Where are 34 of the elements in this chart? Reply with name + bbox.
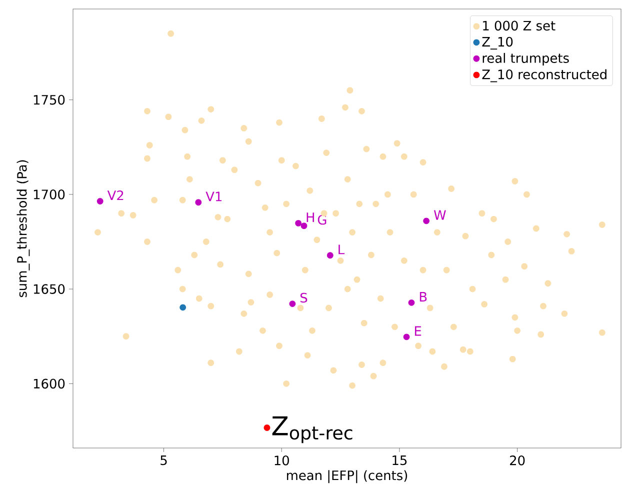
legend-label: real trumpets bbox=[482, 52, 569, 66]
x-tick-label: 20 bbox=[510, 456, 525, 466]
annotation: H bbox=[306, 212, 314, 222]
y-axis-title: sum_P_threshold (Pa) bbox=[16, 160, 30, 298]
point bbox=[289, 300, 296, 308]
point bbox=[300, 222, 308, 230]
point bbox=[423, 218, 430, 224]
y-tick-label: 1650 bbox=[34, 284, 65, 294]
point bbox=[180, 304, 186, 311]
point bbox=[195, 199, 202, 206]
point bbox=[326, 252, 334, 259]
annotation: L bbox=[338, 244, 344, 254]
x-tick-label: 5 bbox=[160, 456, 167, 466]
point bbox=[403, 334, 410, 340]
annotation: E bbox=[414, 326, 422, 336]
point bbox=[295, 220, 302, 226]
annotation: B bbox=[420, 292, 427, 302]
legend-label: Z_10 reconstructed bbox=[482, 69, 606, 82]
annotation: V2 bbox=[107, 190, 124, 200]
annotation: V1 bbox=[206, 192, 222, 202]
y-tick-label: 1700 bbox=[34, 190, 65, 200]
point bbox=[96, 198, 104, 204]
annotation: W bbox=[434, 210, 446, 220]
annotation: S bbox=[300, 292, 308, 303]
annotation: Z$_{opt-rec}$ bbox=[272, 416, 352, 444]
point bbox=[408, 299, 415, 306]
point bbox=[264, 424, 270, 431]
x-tick-label: 10 bbox=[274, 456, 289, 466]
y-tick-label: 1600 bbox=[34, 378, 65, 389]
legend-label: 1 000 Z set bbox=[483, 20, 556, 31]
x-tick-label: 15 bbox=[392, 456, 407, 466]
legend-label: Z_10 bbox=[482, 36, 513, 50]
x-axis-title: mean |EFP| (cents) bbox=[286, 470, 408, 484]
y-tick-label: 1750 bbox=[34, 94, 65, 105]
